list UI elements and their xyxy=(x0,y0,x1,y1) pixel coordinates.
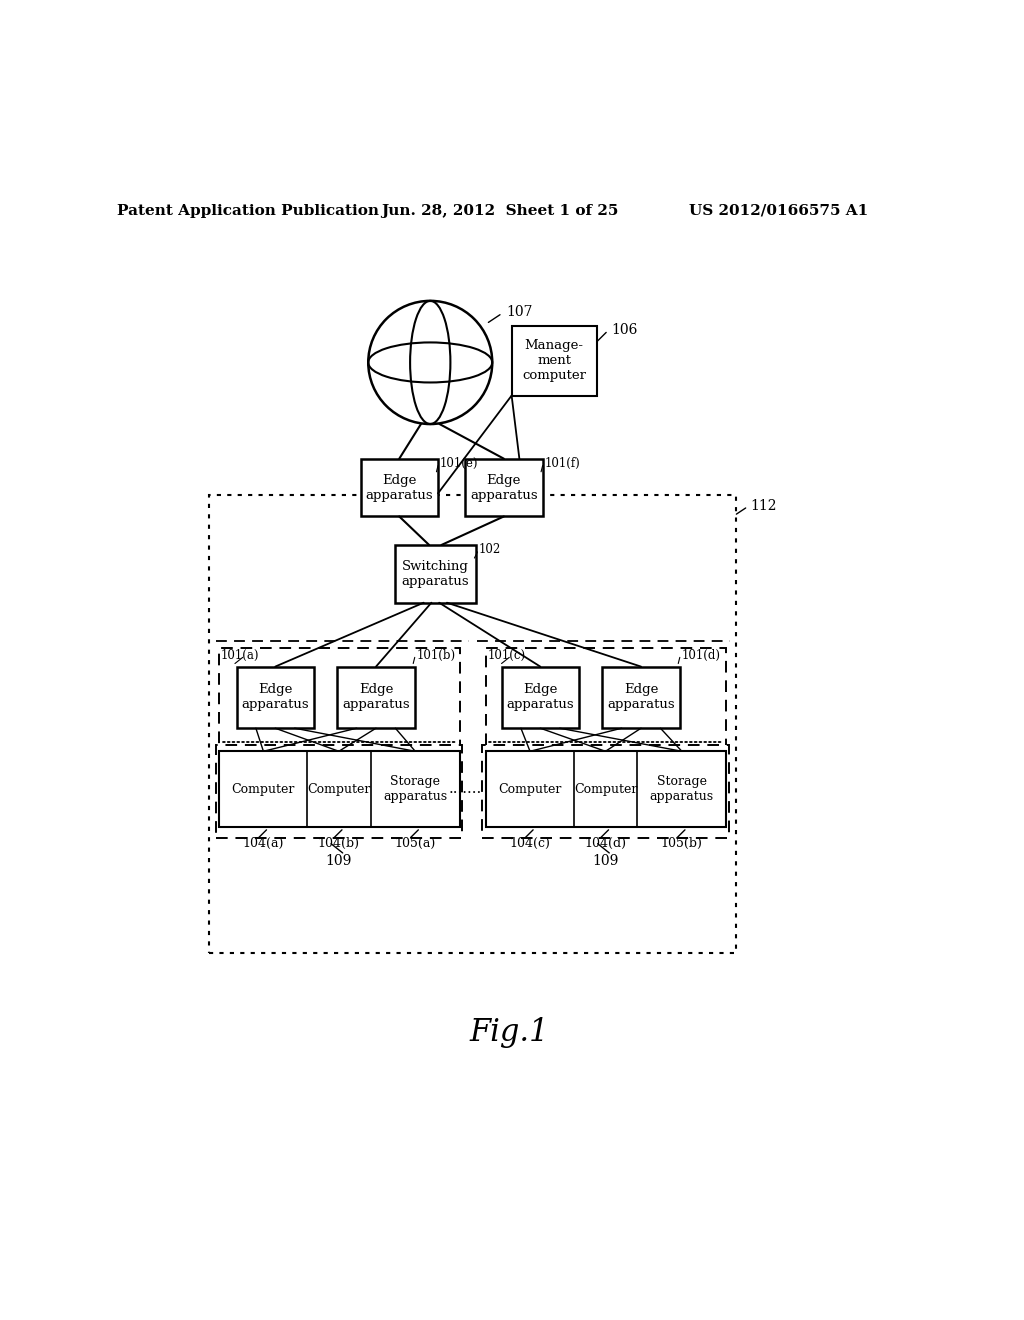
Bar xyxy=(486,648,726,803)
Text: 101(e): 101(e) xyxy=(439,457,478,470)
Text: 101(f): 101(f) xyxy=(544,457,580,470)
Text: US 2012/0166575 A1: US 2012/0166575 A1 xyxy=(689,203,868,218)
Text: Computer: Computer xyxy=(307,783,371,796)
Text: Fig.1: Fig.1 xyxy=(470,1016,549,1048)
Bar xyxy=(602,667,680,729)
Text: Manage-
ment
computer: Manage- ment computer xyxy=(522,339,587,383)
Bar xyxy=(482,744,729,838)
Text: Storage
apparatus: Storage apparatus xyxy=(383,775,447,803)
Text: 101(d): 101(d) xyxy=(681,649,720,663)
Text: 101(b): 101(b) xyxy=(417,649,456,663)
Text: 109: 109 xyxy=(326,854,352,867)
Text: .......: ....... xyxy=(449,781,481,796)
Text: 109: 109 xyxy=(592,854,618,867)
Text: 112: 112 xyxy=(751,499,777,513)
Bar xyxy=(360,459,438,516)
Text: Switching
apparatus: Switching apparatus xyxy=(401,560,469,587)
Text: 105(b): 105(b) xyxy=(660,837,702,850)
Text: Edge
apparatus: Edge apparatus xyxy=(470,474,538,502)
Circle shape xyxy=(369,301,493,424)
Text: 104(a): 104(a) xyxy=(243,837,284,850)
Bar xyxy=(219,648,460,803)
Text: 101(c): 101(c) xyxy=(487,649,525,663)
Text: 104(d): 104(d) xyxy=(585,837,627,850)
Text: 106: 106 xyxy=(611,323,637,337)
Text: 105(a): 105(a) xyxy=(394,837,436,850)
Bar xyxy=(465,459,543,516)
Bar xyxy=(219,751,460,826)
Text: 107: 107 xyxy=(506,305,532,319)
Text: Jun. 28, 2012  Sheet 1 of 25: Jun. 28, 2012 Sheet 1 of 25 xyxy=(381,203,618,218)
Bar xyxy=(237,667,314,729)
Text: Edge
apparatus: Edge apparatus xyxy=(242,684,309,711)
Text: Computer: Computer xyxy=(499,783,562,796)
Text: Edge
apparatus: Edge apparatus xyxy=(366,474,433,502)
Text: Edge
apparatus: Edge apparatus xyxy=(507,684,574,711)
Bar xyxy=(216,744,462,838)
Text: 102: 102 xyxy=(479,543,502,556)
Bar xyxy=(337,667,415,729)
Text: Patent Application Publication: Patent Application Publication xyxy=(117,203,379,218)
Bar xyxy=(512,326,597,396)
Text: Computer: Computer xyxy=(573,783,637,796)
Text: Storage
apparatus: Storage apparatus xyxy=(650,775,714,803)
Bar xyxy=(502,667,579,729)
Text: Edge
apparatus: Edge apparatus xyxy=(342,684,410,711)
Text: Computer: Computer xyxy=(231,783,295,796)
Text: Edge
apparatus: Edge apparatus xyxy=(607,684,675,711)
Bar xyxy=(486,751,726,826)
Text: 101(a): 101(a) xyxy=(221,649,259,663)
Bar xyxy=(209,495,736,953)
Text: 104(c): 104(c) xyxy=(510,837,551,850)
Bar xyxy=(394,545,476,603)
Text: 104(b): 104(b) xyxy=(317,837,359,850)
